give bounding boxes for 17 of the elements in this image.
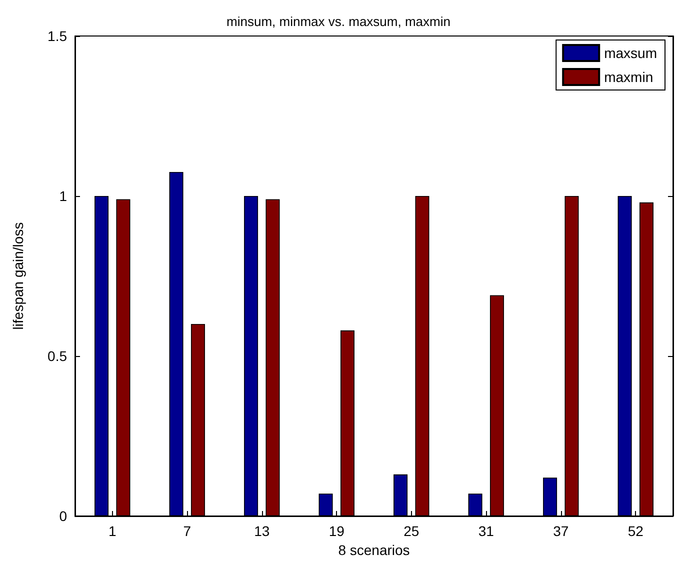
legend-label: maxsum: [604, 45, 658, 61]
x-tick-label: 37: [553, 523, 569, 539]
chart-title: minsum, minmax vs. maxsum, maxmin: [226, 14, 450, 29]
x-axis-title: 8 scenarios: [338, 542, 410, 558]
y-tick-label: 0: [59, 508, 68, 524]
y-tick-label: 1: [59, 188, 68, 204]
x-tick-label: 7: [183, 523, 192, 539]
y-tick-label: 1.5: [48, 28, 68, 44]
x-tick-label: 13: [254, 523, 270, 539]
y-axis-title: lifespan gain/loss: [10, 222, 26, 330]
x-tick-label: 31: [478, 523, 494, 539]
x-tick-label: 1: [108, 523, 116, 539]
x-tick-label: 52: [628, 523, 644, 539]
x-tick-label: 19: [328, 523, 345, 539]
y-tick-label: 0.5: [48, 348, 68, 364]
x-tick-label: 25: [404, 523, 420, 539]
legend-label: maxmin: [604, 69, 654, 85]
